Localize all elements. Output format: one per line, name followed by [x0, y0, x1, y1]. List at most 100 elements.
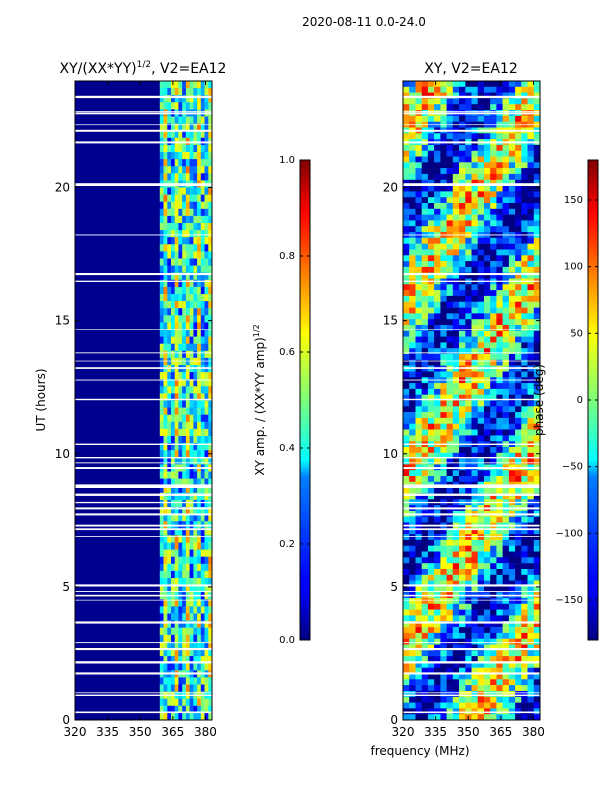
phase-cell [533, 417, 540, 424]
phase-cell [403, 144, 410, 151]
amplitude-cell [185, 436, 190, 444]
phase-cell [452, 470, 460, 477]
amplitude-cell [200, 414, 205, 423]
phase-cell [427, 656, 435, 663]
amplitude-cell [159, 599, 164, 607]
phase-cell [427, 92, 435, 99]
phase-cell [533, 708, 540, 715]
phase-cell [521, 539, 528, 546]
phase-cell [471, 313, 478, 320]
amplitude-cell [171, 130, 175, 139]
phase-cell [440, 406, 447, 413]
phase-cell [502, 516, 510, 523]
amplitude-cell [208, 159, 212, 167]
phase-cell [508, 400, 516, 407]
phase-cell [490, 179, 497, 186]
x-tick-label: 380 [194, 725, 217, 739]
amplitude-cell [204, 279, 209, 288]
amplitude-cell [185, 471, 190, 479]
amplitude-cell [189, 563, 194, 572]
amplitude-cell [182, 457, 187, 465]
phase-cell [452, 417, 460, 424]
phase-cell [427, 313, 435, 320]
phase-cell [427, 342, 435, 349]
phase-cell [490, 609, 497, 616]
amplitude-cell [193, 223, 198, 231]
amplitude-cell [189, 457, 194, 465]
amplitude-cell [171, 357, 175, 366]
phase-cell [521, 156, 528, 163]
phase-cell [465, 580, 472, 587]
phase-cell [521, 179, 528, 186]
y-tick-label: 20 [55, 181, 70, 195]
phase-cell [515, 255, 522, 262]
phase-cell [527, 714, 534, 720]
phase-cell [421, 348, 429, 355]
phase-cell [459, 673, 466, 680]
phase-gap [403, 485, 540, 488]
phase-cell [477, 394, 485, 401]
amplitude-cell [174, 286, 179, 295]
amplitude-cell [200, 343, 205, 352]
amplitude-cell [174, 698, 179, 707]
amplitude-cell [167, 194, 172, 202]
phase-cell [484, 586, 491, 593]
phase-cell [459, 290, 466, 297]
phase-cell [527, 528, 534, 535]
phase-cell [527, 656, 534, 663]
amplitude-cell [185, 294, 190, 302]
phase-cell [403, 644, 410, 651]
amplitude-cell [200, 450, 205, 458]
phase-cell [465, 261, 472, 268]
phase-cell [521, 598, 528, 605]
phase-cell [502, 226, 510, 233]
phase-cell [403, 435, 410, 442]
phase-cell [403, 685, 410, 692]
amplitude-cell [167, 294, 172, 302]
phase-cell [515, 423, 522, 430]
phase-cell [515, 348, 522, 355]
phase-cell [502, 371, 510, 378]
phase-cell [452, 162, 460, 169]
phase-cell [434, 330, 441, 337]
phase-cell [515, 661, 522, 668]
phase-cell [515, 545, 522, 552]
phase-cell [521, 708, 528, 715]
phase-cell [521, 656, 528, 663]
amplitude-cell [163, 542, 168, 550]
phase-cell [427, 632, 435, 639]
amplitude-gap [75, 183, 212, 185]
amplitude-cell [174, 578, 179, 586]
phase-gap [403, 234, 540, 236]
amplitude-cell [167, 223, 172, 231]
amplitude-cell [204, 251, 209, 259]
phase-cell [533, 388, 540, 395]
phase-cell [521, 86, 528, 93]
phase-cell [465, 266, 472, 273]
amplitude-cell [167, 116, 172, 124]
amplitude-cell [171, 279, 175, 288]
phase-cell [434, 609, 441, 616]
amplitude-cell [193, 627, 198, 636]
phase-cell [471, 563, 478, 570]
phase-cell [459, 359, 466, 366]
amplitude-cell [204, 237, 209, 245]
amplitude-cell [185, 485, 190, 494]
amplitude-cell [189, 201, 194, 210]
amplitude-cell [171, 400, 175, 408]
y-tick-label: 20 [383, 181, 398, 195]
phase-cell [434, 679, 441, 686]
phase-cell [502, 185, 510, 192]
amplitude-cell [204, 649, 209, 657]
amplitude-cell [167, 698, 172, 707]
phase-cell [440, 272, 447, 279]
phase-gap [403, 508, 540, 510]
phase-cell [515, 679, 522, 686]
amplitude-cell [178, 528, 183, 536]
amplitude-cell [197, 634, 202, 643]
phase-cell [515, 516, 522, 523]
phase-cell [409, 691, 416, 698]
phase-cell [484, 487, 491, 494]
phase-cell [434, 319, 441, 326]
amplitude-cell [208, 542, 212, 550]
